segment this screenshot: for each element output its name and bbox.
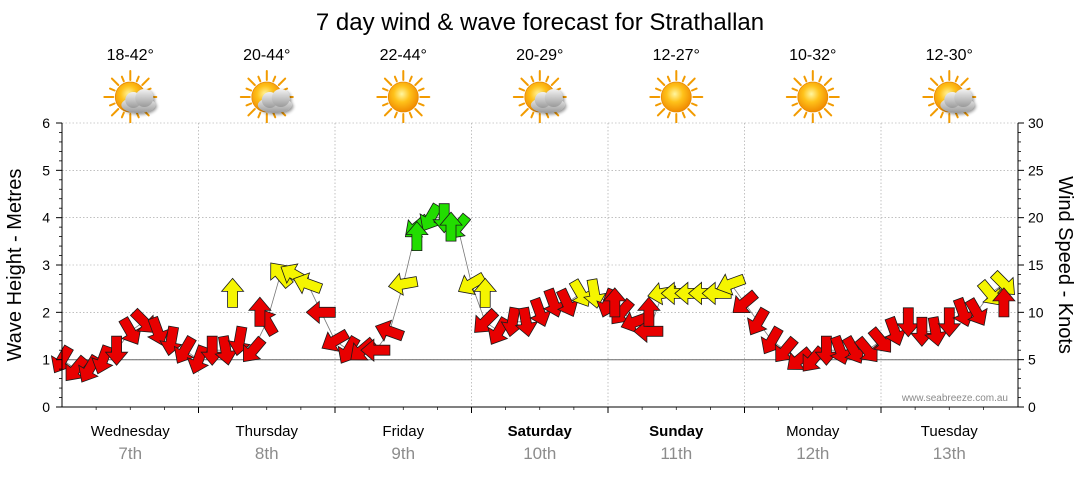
- temperature-range: 22-44°: [380, 47, 427, 64]
- wind-arrow: [937, 307, 962, 338]
- day-date-label: 13th: [933, 444, 966, 463]
- partly-cloudy-icon: [512, 70, 567, 124]
- temperature-range: 12-27°: [653, 47, 700, 64]
- day-name-label: Saturday: [508, 423, 573, 440]
- wind-speed-series: [50, 202, 1016, 383]
- day-name-label: Sunday: [649, 423, 704, 440]
- wind-arrow: [220, 277, 245, 308]
- temperature-range: 18-42°: [107, 47, 154, 64]
- day-date-label: 9th: [391, 444, 415, 463]
- temperature-range: 12-30°: [926, 47, 973, 64]
- wind-arrow: [884, 315, 907, 346]
- wind-arrow: [747, 306, 770, 336]
- y2-tick-label: 0: [1028, 399, 1036, 415]
- y2-tick-label: 30: [1028, 115, 1044, 131]
- x-axis-day-labels: Wednesday 7th Thursday 8th Friday 9th Saturday…: [91, 423, 978, 463]
- wind-arrow: [457, 272, 487, 295]
- wind-arrow: [321, 328, 351, 352]
- y-tick-label: 0: [42, 399, 50, 415]
- axes: 0 1 2 3 4 5 6 0 5 10 15 20 25 30: [42, 115, 1044, 415]
- wind-arrow: [854, 335, 878, 363]
- wind-arrow: [405, 220, 429, 252]
- wind-arrow: [439, 211, 463, 242]
- y-tick-label: 6: [42, 115, 50, 131]
- wind-arrow: [775, 335, 799, 363]
- wind-arrow: [976, 278, 1001, 306]
- day-name-label: Thursday: [235, 423, 298, 440]
- day-name-label: Friday: [382, 423, 424, 440]
- sun-icon: [649, 70, 704, 124]
- wind-arrow: [633, 319, 664, 344]
- wind-arrow: [787, 346, 814, 370]
- y2-axis-label: Wind Speed - Knots: [1054, 176, 1076, 354]
- day-date-label: 12th: [796, 444, 829, 463]
- y-tick-label: 2: [42, 304, 50, 320]
- wind-arrow: [924, 316, 948, 347]
- y2-tick-label: 20: [1028, 210, 1044, 226]
- wind-arrow: [248, 296, 272, 327]
- partly-cloudy-icon: [239, 70, 294, 124]
- partly-cloudy-icon: [103, 70, 158, 124]
- y2-tick-label: 10: [1028, 304, 1044, 320]
- temperature-range: 10-32°: [789, 47, 836, 64]
- wind-arrow: [582, 278, 607, 309]
- y2-tick-label: 25: [1028, 162, 1044, 178]
- y2-tick-label: 5: [1028, 352, 1036, 368]
- sun-icon: [376, 70, 431, 124]
- y2-tick-label: 15: [1028, 257, 1044, 273]
- day-date-label: 7th: [118, 444, 142, 463]
- wind-arrow: [374, 319, 405, 342]
- y-tick-label: 5: [42, 162, 50, 178]
- wind-arrow: [305, 300, 336, 325]
- wind-arrow: [568, 278, 592, 307]
- wind-arrow: [147, 315, 170, 346]
- day-date-label: 11th: [660, 444, 692, 463]
- wind-arrow: [732, 289, 760, 314]
- y-axis-label: Wave Height - Metres: [4, 169, 26, 362]
- y-tick-label: 3: [42, 257, 50, 273]
- wind-arrow: [964, 297, 988, 326]
- wind-arrow: [637, 296, 661, 327]
- wind-arrow: [514, 306, 539, 338]
- wind-arrow: [556, 287, 579, 318]
- sun-icon: [785, 70, 840, 124]
- chart-title: 7 day wind & wave forecast for Strathall…: [316, 9, 764, 36]
- y-tick-label: 4: [42, 210, 50, 226]
- wind-arrow: [293, 272, 324, 295]
- wind-arrow: [896, 307, 921, 338]
- day-name-label: Wednesday: [91, 423, 170, 440]
- day-name-label: Tuesday: [921, 423, 978, 440]
- wind-arrow: [65, 354, 90, 382]
- wind-arrow: [200, 335, 225, 366]
- wind-arrow: [118, 316, 142, 345]
- partly-cloudy-icon: [922, 70, 977, 124]
- temperature-range: 20-29°: [516, 47, 563, 64]
- wind-arrow: [814, 335, 839, 366]
- day-date-label: 10th: [523, 444, 556, 463]
- day-name-label: Monday: [786, 423, 840, 440]
- wind-arrow: [602, 287, 627, 318]
- wind-arrow: [500, 306, 524, 338]
- wind-arrow: [529, 296, 552, 327]
- temperature-range: 20-44°: [243, 47, 290, 64]
- wind-arrow: [104, 335, 129, 366]
- wind-arrow: [910, 316, 934, 347]
- watermark: www.seabreeze.com.au: [901, 393, 1008, 404]
- y-tick-label: 1: [42, 352, 50, 368]
- wind-arrow: [242, 335, 267, 363]
- wind-arrow: [173, 335, 197, 364]
- day-date-label: 8th: [255, 444, 279, 463]
- wind-arrow: [473, 277, 498, 308]
- wind-arrow: [214, 335, 238, 366]
- wind-arrow: [387, 272, 419, 296]
- day-weather-row: 18-42° 20-44° 22-44° 20-29° 12-27° 10-32° 12-3…: [103, 47, 977, 124]
- wind-arrow: [360, 338, 391, 363]
- wind-arrow: [716, 273, 747, 296]
- wind-arrow: [992, 287, 1016, 318]
